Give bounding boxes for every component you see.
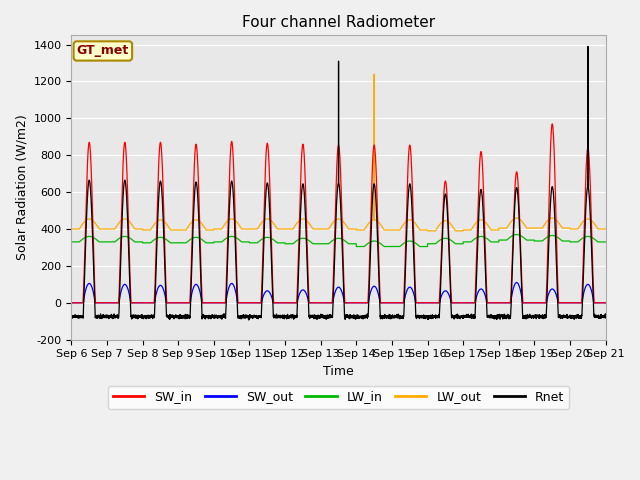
SW_in	[68, 300, 76, 306]
LW_out	[602, 226, 609, 232]
SW_out	[602, 300, 609, 306]
SW_in	[458, 300, 466, 306]
SW_out	[458, 300, 466, 306]
LW_out	[601, 226, 609, 232]
SW_in	[164, 300, 172, 306]
Line: LW_in: LW_in	[72, 235, 605, 247]
SW_in	[602, 300, 609, 306]
LW_in	[429, 241, 436, 247]
Rnet	[584, 44, 592, 49]
LW_in	[458, 241, 466, 247]
Legend: SW_in, SW_out, LW_in, LW_out, Rnet: SW_in, SW_out, LW_in, LW_out, Rnet	[108, 385, 569, 408]
Rnet	[602, 315, 609, 321]
LW_out	[319, 226, 326, 232]
Rnet	[429, 314, 436, 320]
LW_out	[424, 228, 431, 234]
Rnet	[319, 313, 326, 319]
SW_in	[601, 300, 609, 306]
Rnet	[245, 317, 253, 323]
LW_in	[513, 232, 520, 238]
Rnet	[601, 315, 609, 321]
LW_out	[429, 228, 436, 234]
SW_in	[319, 300, 326, 306]
SW_out	[319, 300, 326, 306]
LW_out	[489, 227, 497, 233]
LW_in	[602, 239, 609, 245]
LW_in	[601, 239, 609, 245]
Rnet	[68, 313, 76, 319]
SW_out	[429, 300, 436, 306]
SW_out	[488, 300, 496, 306]
LW_in	[353, 244, 360, 250]
Line: LW_out: LW_out	[72, 74, 605, 231]
LW_in	[319, 241, 326, 247]
SW_in	[429, 300, 436, 306]
LW_in	[488, 239, 496, 245]
LW_out	[164, 222, 172, 228]
Line: SW_in: SW_in	[72, 124, 605, 303]
X-axis label: Time: Time	[323, 365, 354, 378]
LW_in	[164, 238, 172, 243]
Text: GT_met: GT_met	[77, 45, 129, 58]
Title: Four channel Radiometer: Four channel Radiometer	[242, 15, 435, 30]
Y-axis label: Solar Radiation (W/m2): Solar Radiation (W/m2)	[15, 115, 28, 260]
SW_out	[164, 300, 172, 306]
LW_out	[458, 228, 466, 234]
SW_out	[68, 300, 76, 306]
Rnet	[164, 314, 172, 320]
Rnet	[488, 312, 496, 318]
LW_in	[68, 239, 76, 245]
SW_in	[548, 121, 556, 127]
Line: Rnet: Rnet	[72, 47, 605, 320]
LW_out	[371, 71, 378, 77]
Line: SW_out: SW_out	[72, 283, 605, 303]
LW_out	[68, 226, 76, 232]
SW_out	[601, 300, 609, 306]
SW_in	[488, 300, 496, 306]
SW_out	[513, 280, 520, 286]
Rnet	[458, 313, 466, 319]
